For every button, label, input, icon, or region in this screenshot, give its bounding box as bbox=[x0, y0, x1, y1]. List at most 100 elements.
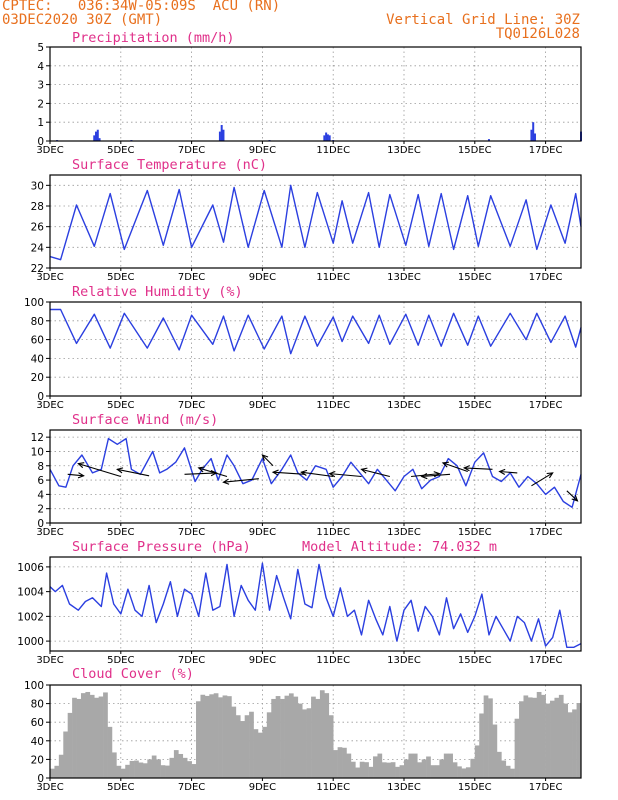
x-tick-label: 13DEC bbox=[387, 527, 421, 538]
y-tick-label: 5 bbox=[37, 42, 44, 54]
cloud-cover-bar bbox=[306, 708, 312, 778]
cloud-cover-bar bbox=[368, 766, 374, 778]
cloud-cover-bar bbox=[63, 731, 68, 778]
cloud-cover-bar bbox=[355, 767, 361, 778]
temperature-panel: 22 24 26 28 30 3DEC 5DEC 7DEC 9DEC 11DEC 13DEC 15DE… bbox=[31, 157, 582, 283]
cloud-cover-bar bbox=[492, 724, 498, 778]
cloud-cover-bar bbox=[120, 768, 126, 778]
wind-vector-arrow bbox=[261, 454, 274, 467]
y-tick-label: 0 bbox=[37, 136, 44, 148]
run-code: TQ0126L028 bbox=[495, 26, 580, 42]
y-tick-label: 0 bbox=[37, 773, 44, 785]
cloud-cover-bar bbox=[346, 753, 352, 778]
precip-bar bbox=[533, 133, 536, 141]
wind-vector-arrow bbox=[531, 472, 554, 487]
cloud-cover-bar bbox=[85, 691, 91, 778]
wind-arrow-head bbox=[498, 468, 506, 476]
precip-title: Precipitation (mm/h) bbox=[72, 30, 235, 46]
y-tick-label: 2 bbox=[37, 98, 44, 110]
cloud-cover-bar bbox=[483, 695, 489, 778]
cloud-cover-bar bbox=[218, 697, 223, 778]
cloud-cover-bar bbox=[439, 759, 445, 778]
x-tick-label: 5DEC bbox=[107, 145, 134, 156]
precip-frame bbox=[49, 46, 582, 142]
cloud-cover-bar bbox=[412, 753, 418, 778]
cloud-cover-bar bbox=[474, 745, 480, 778]
y-tick-label: 2 bbox=[37, 504, 44, 516]
cloud-cover-bar bbox=[563, 703, 569, 778]
cloud-cover-bar bbox=[271, 698, 276, 778]
y-tick-label: 10 bbox=[31, 446, 44, 458]
wind-vector-arrow bbox=[77, 462, 121, 478]
cloud-cover-bar bbox=[443, 753, 449, 778]
cloud-cover-bar bbox=[550, 700, 555, 778]
precip-bar bbox=[218, 131, 221, 141]
cloud-cover-bar bbox=[333, 750, 338, 778]
station-header: CPTEC: 036:34W-05:09S ACU (RN) bbox=[2, 0, 281, 14]
cloud-cover-bar bbox=[151, 755, 157, 778]
cloud-cover-bar bbox=[262, 726, 268, 778]
wind-arrow-head bbox=[462, 465, 470, 472]
wind-arrow-shaft bbox=[184, 472, 217, 475]
x-tick-label: 11DEC bbox=[316, 655, 350, 666]
x-tick-label: 17DEC bbox=[529, 400, 563, 411]
y-tick-label: 40 bbox=[31, 353, 44, 365]
x-tick-label: 7DEC bbox=[178, 400, 205, 411]
wind-arrow-head bbox=[222, 478, 230, 485]
precip-bar bbox=[530, 129, 533, 141]
x-tick-label: 3DEC bbox=[36, 145, 63, 156]
humidity-panel: 0 20 40 60 80 100 3DEC 5DEC 7DEC 9DEC 11DEC 13DEC 15… bbox=[24, 284, 582, 411]
pressure-panel: 1000 1002 1004 1006 3DEC 5DEC 7DEC 9DEC 11DEC 13D… bbox=[17, 539, 582, 666]
y-tick-label: 8 bbox=[37, 461, 44, 473]
wind-arrow-shaft bbox=[442, 462, 468, 473]
cloud-cover-bar bbox=[399, 765, 405, 778]
y-tick-label: 12 bbox=[31, 432, 44, 444]
cloud-cover-bar bbox=[364, 762, 369, 778]
cloud-cover-bar bbox=[169, 757, 175, 778]
x-tick-label: 3DEC bbox=[36, 272, 63, 283]
x-tick-label: 9DEC bbox=[249, 782, 276, 793]
wind-title: Surface Wind (m/s) bbox=[72, 412, 218, 428]
cloud-cover-bar bbox=[461, 768, 467, 778]
cloud-cover-bar bbox=[373, 756, 378, 778]
x-tick-label: 11DEC bbox=[316, 400, 350, 411]
x-tick-label: 3DEC bbox=[36, 400, 63, 411]
cloud-cover-bar bbox=[165, 765, 170, 778]
cloud-cover-bar bbox=[231, 706, 237, 778]
cloud-cover-bar bbox=[80, 693, 86, 778]
x-tick-label: 15DEC bbox=[458, 400, 492, 411]
x-tick-label: 7DEC bbox=[178, 655, 205, 666]
cloud-cover-bar bbox=[187, 761, 192, 778]
cloud-cover-bar bbox=[470, 758, 476, 778]
cloud-cover-bar bbox=[377, 753, 383, 778]
temperature-title: Surface Temperature (nC) bbox=[72, 157, 267, 173]
y-tick-label: 1002 bbox=[17, 611, 44, 623]
cloud-cover-bar bbox=[395, 766, 400, 778]
x-tick-label: 13DEC bbox=[387, 272, 421, 283]
wind-arrow-shaft bbox=[499, 470, 518, 474]
wind-arrow-head bbox=[116, 467, 124, 474]
y-tick-label: 20 bbox=[31, 754, 44, 766]
cloud-cover-bar bbox=[266, 712, 272, 778]
x-tick-label: 17DEC bbox=[529, 782, 563, 793]
cloud-cover-bar bbox=[297, 703, 303, 778]
cloud-title: Cloud Cover (%) bbox=[72, 666, 194, 682]
cloud-cover-bar bbox=[554, 697, 560, 778]
cloud-cover-bar bbox=[196, 701, 201, 778]
wind-vector-arrow bbox=[271, 469, 305, 476]
pressure-series-line bbox=[49, 562, 582, 648]
cloud-cover-bar bbox=[386, 762, 392, 778]
cloud-cover-bar bbox=[404, 759, 409, 778]
cloud-cover-bar bbox=[311, 696, 316, 778]
cloud-cover-bar bbox=[54, 765, 60, 778]
cloud-cover-bar bbox=[173, 750, 179, 778]
wind-arrow-head bbox=[546, 472, 554, 479]
x-tick-label: 17DEC bbox=[529, 527, 563, 538]
cloud-cover-bar bbox=[359, 761, 365, 778]
wind-vector-arrow bbox=[222, 478, 259, 485]
cloud-cover-bar bbox=[253, 729, 259, 778]
x-tick-label: 7DEC bbox=[178, 527, 205, 538]
wind-panel: 0 2 4 6 8 10 12 3DEC 5DEC 7DEC 9DEC 11DEC 13DEC 15DEC… bbox=[31, 412, 582, 538]
cloud-cover-bar bbox=[519, 701, 524, 778]
humidity-title: Relative Humidity (%) bbox=[72, 284, 243, 300]
